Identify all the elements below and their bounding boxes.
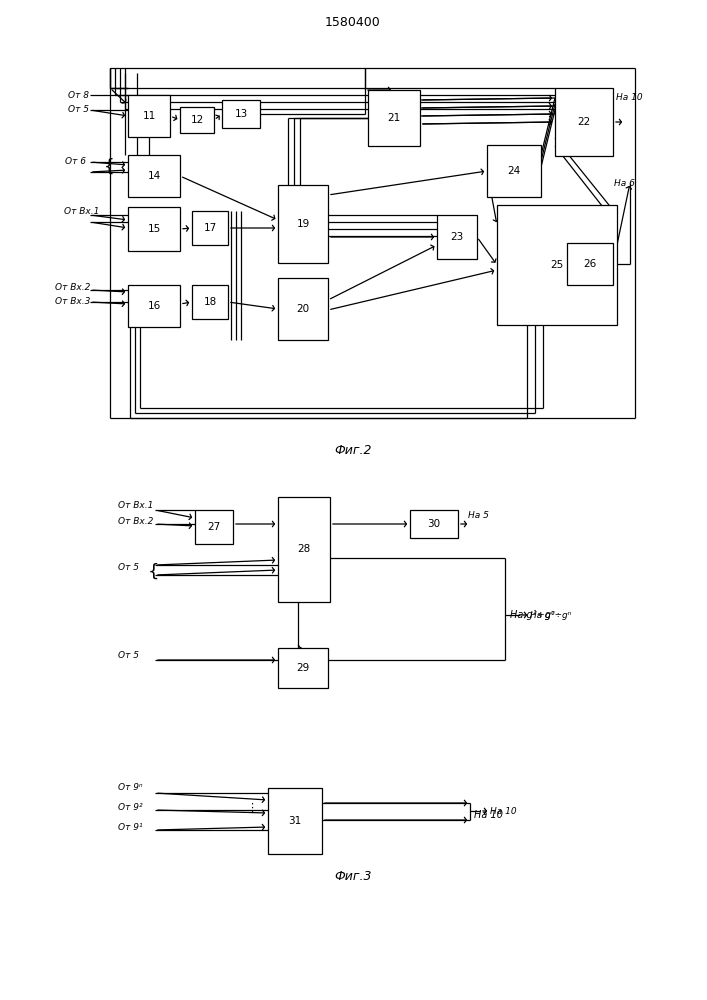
Bar [192, 211, 228, 245]
Text: 18: 18 [204, 297, 216, 307]
Text: 13: 13 [235, 109, 247, 119]
Text: 11: 11 [142, 111, 156, 121]
Text: 14: 14 [147, 171, 160, 181]
Bar [567, 243, 613, 285]
Text: 23: 23 [450, 232, 464, 242]
Text: 30: 30 [428, 519, 440, 529]
Text: 17: 17 [204, 223, 216, 233]
Text: 26: 26 [583, 259, 597, 269]
Text: От Вх.3: От Вх.3 [55, 298, 90, 306]
Text: 16: 16 [147, 301, 160, 311]
Text: От Вх.1: От Вх.1 [64, 208, 100, 217]
Text: 12: 12 [190, 115, 204, 125]
Bar [128, 285, 180, 327]
Text: 29: 29 [296, 663, 310, 673]
Bar [195, 510, 233, 544]
Text: 31: 31 [288, 816, 302, 826]
Text: 19: 19 [296, 219, 310, 229]
Text: 21: 21 [387, 113, 401, 123]
Text: От 6: От 6 [65, 157, 86, 166]
Text: От Вх.2: От Вх.2 [118, 518, 153, 526]
Bar [222, 100, 260, 128]
Text: 15: 15 [147, 224, 160, 234]
Text: {: { [104, 158, 115, 176]
Bar [192, 285, 228, 319]
Text: 25: 25 [550, 260, 563, 270]
Text: На 10: На 10 [474, 810, 503, 820]
Text: На 10: На 10 [490, 806, 517, 816]
Text: На 6: На 6 [614, 178, 635, 188]
Text: От 5: От 5 [118, 650, 139, 660]
Text: 28: 28 [298, 544, 310, 554]
Bar [268, 788, 322, 854]
Bar [555, 88, 613, 156]
Bar [180, 107, 214, 133]
Text: От 9²: От 9² [118, 804, 143, 812]
Text: От 9¹: От 9¹ [118, 824, 143, 832]
Text: От 8: От 8 [68, 91, 89, 100]
Text: От 9ⁿ: От 9ⁿ [118, 784, 143, 792]
Bar [437, 215, 477, 259]
Text: От 5: От 5 [118, 564, 139, 572]
Text: От Вх.1: От Вх.1 [118, 500, 153, 510]
Bar [128, 95, 170, 137]
Bar [278, 278, 328, 340]
Bar [487, 145, 541, 197]
Text: На 5: На 5 [468, 512, 489, 520]
Text: Фиг.3: Фиг.3 [334, 869, 372, 882]
Bar [128, 207, 180, 251]
Text: На g¹÷gⁿ: На g¹÷gⁿ [530, 610, 571, 619]
Bar [278, 185, 328, 263]
Text: Фиг.2: Фиг.2 [334, 444, 372, 456]
Bar [278, 497, 330, 602]
Bar [278, 648, 328, 688]
Text: ⋮: ⋮ [247, 803, 257, 813]
Text: От Вх.2: От Вх.2 [55, 284, 90, 292]
Text: 24: 24 [508, 166, 520, 176]
Text: На g¹÷gⁿ: На g¹÷gⁿ [510, 610, 555, 620]
Bar [368, 90, 420, 146]
Bar [497, 205, 617, 325]
Text: На 10: На 10 [616, 94, 643, 103]
Text: От 5: От 5 [68, 105, 89, 114]
Text: 22: 22 [578, 117, 590, 127]
Bar [410, 510, 458, 538]
Text: 20: 20 [296, 304, 310, 314]
Text: 1580400: 1580400 [325, 15, 381, 28]
Text: {: { [148, 563, 160, 581]
Bar [128, 155, 180, 197]
Text: 27: 27 [207, 522, 221, 532]
